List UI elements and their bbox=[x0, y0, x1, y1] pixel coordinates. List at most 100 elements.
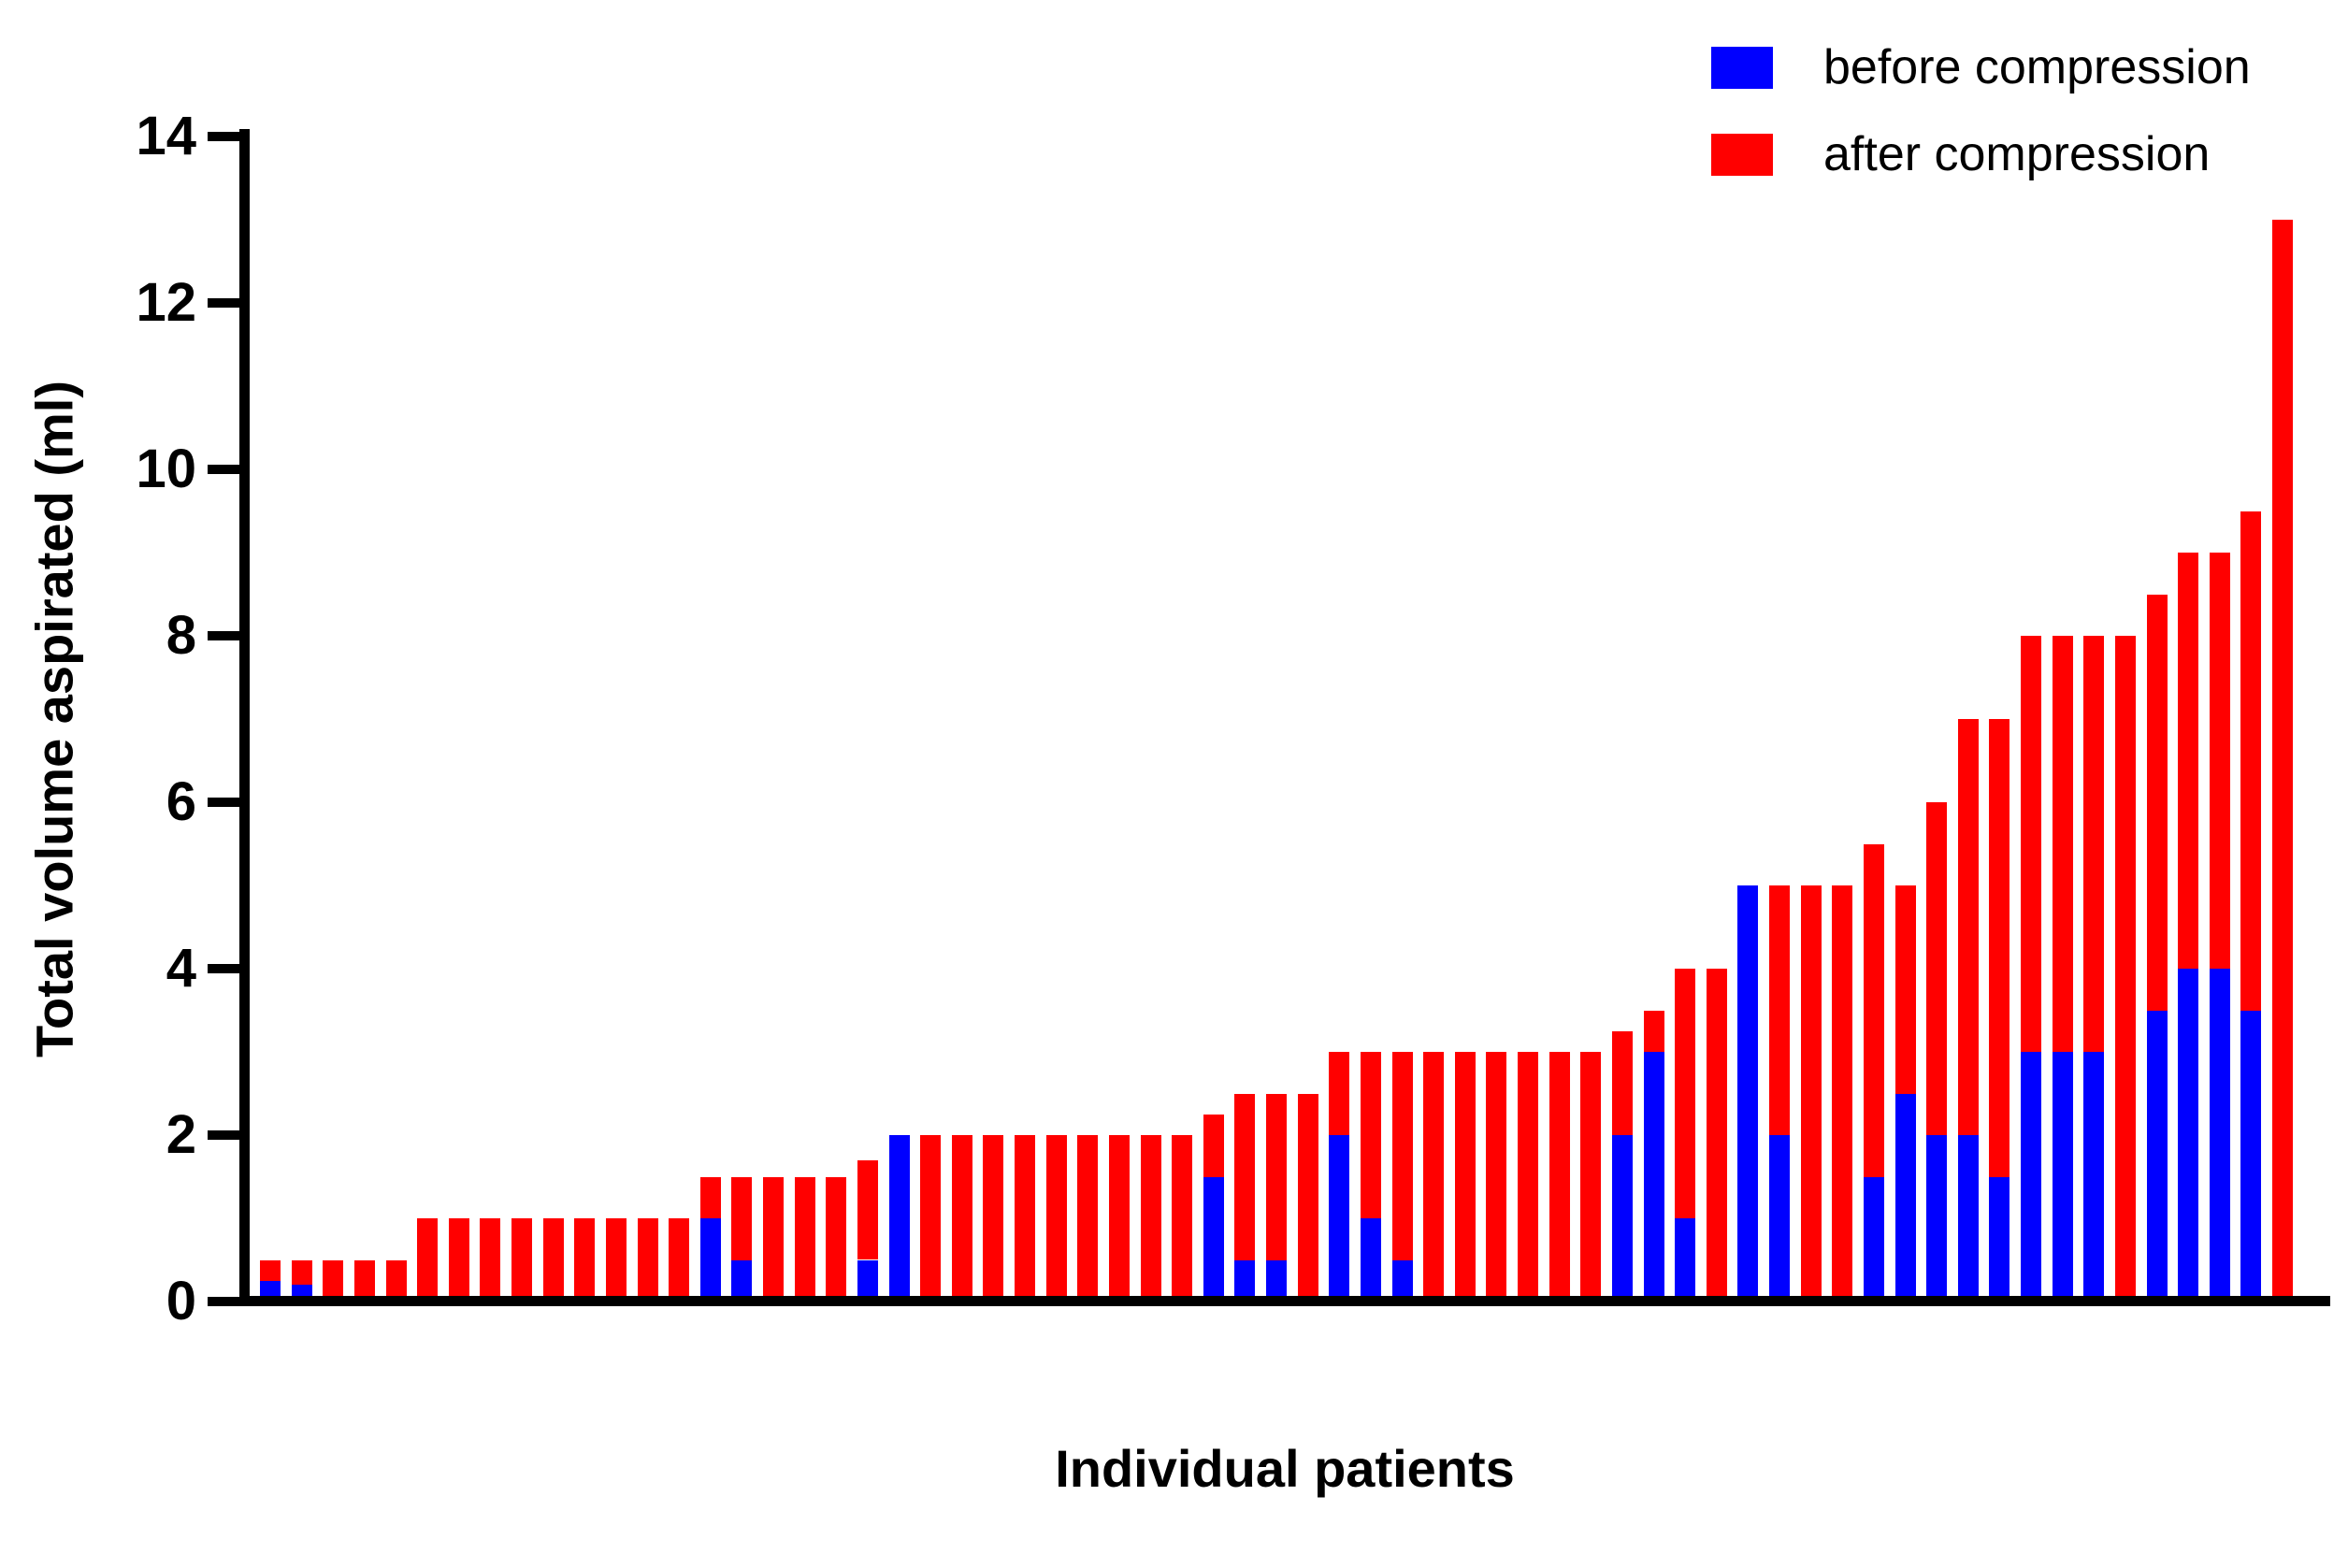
after-compression-segment bbox=[1957, 719, 1979, 1135]
y-tick-label: 8 bbox=[166, 605, 196, 666]
before-compression-segment bbox=[888, 1135, 910, 1302]
after-compression-segment bbox=[385, 1259, 407, 1302]
after-compression-segment bbox=[574, 1218, 596, 1302]
y-axis-line bbox=[239, 129, 250, 1306]
after-compression-segment bbox=[353, 1259, 375, 1302]
after-compression-segment bbox=[920, 1135, 942, 1302]
after-compression-segment bbox=[2240, 511, 2262, 1011]
after-compression-segment bbox=[1518, 1052, 1538, 1302]
after-compression-segment bbox=[1045, 1135, 1067, 1302]
after-compression-segment bbox=[1172, 1135, 1193, 1302]
after-compression-segment bbox=[1234, 1093, 1256, 1260]
after-compression-segment bbox=[669, 1218, 690, 1302]
after-compression-segment bbox=[542, 1218, 564, 1302]
before-compression-segment bbox=[2209, 969, 2230, 1302]
after-compression-segment bbox=[2114, 636, 2136, 1302]
after-compression-segment bbox=[826, 1176, 847, 1302]
after-compression-segment bbox=[417, 1218, 439, 1302]
before-compression-segment bbox=[1894, 1093, 1916, 1302]
after-compression-segment bbox=[2209, 553, 2230, 969]
legend-label-after: after compression bbox=[1823, 127, 2211, 181]
y-tick-label: 12 bbox=[136, 272, 196, 333]
y-tick bbox=[208, 1297, 239, 1306]
after-compression-segment bbox=[1423, 1052, 1445, 1302]
before-compression-segment bbox=[699, 1218, 721, 1302]
after-compression-segment bbox=[448, 1218, 469, 1302]
after-compression-segment bbox=[1015, 1135, 1035, 1302]
after-compression-segment bbox=[1643, 1010, 1664, 1052]
before-compression-segment bbox=[1203, 1176, 1224, 1302]
y-tick bbox=[208, 631, 239, 640]
before-compression-segment bbox=[1266, 1259, 1287, 1302]
before-compression-segment bbox=[1769, 1135, 1790, 1302]
after-compression-segment bbox=[260, 1259, 281, 1281]
before-compression-segment bbox=[1360, 1218, 1381, 1302]
x-axis-title: Individual patients bbox=[1055, 1439, 1515, 1498]
after-compression-segment bbox=[605, 1218, 627, 1302]
before-compression-segment bbox=[1391, 1259, 1413, 1302]
before-compression-segment bbox=[2178, 969, 2199, 1302]
before-compression-segment bbox=[857, 1259, 878, 1302]
y-tick-label: 6 bbox=[166, 771, 196, 832]
before-compression-segment bbox=[2021, 1052, 2041, 1302]
after-compression-segment bbox=[1580, 1052, 1602, 1302]
y-tick-label: 10 bbox=[136, 439, 196, 499]
after-compression-segment bbox=[1266, 1093, 1287, 1260]
before-compression-segment bbox=[1737, 885, 1759, 1302]
after-compression-segment bbox=[699, 1176, 721, 1218]
after-compression-segment bbox=[1549, 1052, 1570, 1302]
after-compression-segment bbox=[794, 1176, 815, 1302]
before-compression-segment bbox=[1926, 1135, 1948, 1302]
after-compression-segment bbox=[951, 1135, 972, 1302]
after-compression-segment bbox=[1108, 1135, 1130, 1302]
after-compression-segment bbox=[983, 1135, 1004, 1302]
before-compression-segment bbox=[2083, 1052, 2105, 1302]
after-compression-swatch-icon bbox=[1711, 134, 1773, 176]
after-compression-segment bbox=[1077, 1135, 1099, 1302]
after-compression-segment bbox=[1454, 1052, 1476, 1302]
after-compression-segment bbox=[731, 1176, 753, 1260]
before-compression-segment bbox=[2146, 1010, 2168, 1302]
after-compression-segment bbox=[1706, 969, 1727, 1302]
y-tick bbox=[208, 465, 239, 474]
y-tick-label: 14 bbox=[136, 106, 196, 166]
y-tick bbox=[208, 132, 239, 141]
before-compression-segment bbox=[1329, 1135, 1350, 1302]
after-compression-segment bbox=[1832, 885, 1853, 1302]
legend-label-before: before compression bbox=[1823, 40, 2251, 94]
before-compression-swatch-icon bbox=[1711, 47, 1773, 89]
before-compression-segment bbox=[1611, 1135, 1633, 1302]
after-compression-segment bbox=[1297, 1093, 1318, 1302]
after-compression-segment bbox=[2052, 636, 2073, 1052]
after-compression-segment bbox=[323, 1259, 344, 1302]
before-compression-segment bbox=[1234, 1259, 1256, 1302]
after-compression-segment bbox=[1926, 802, 1948, 1135]
after-compression-segment bbox=[1769, 885, 1790, 1135]
after-compression-segment bbox=[1863, 843, 1884, 1177]
y-tick-label: 0 bbox=[166, 1271, 196, 1331]
after-compression-segment bbox=[763, 1176, 784, 1302]
after-compression-segment bbox=[2083, 636, 2105, 1052]
after-compression-segment bbox=[1203, 1114, 1224, 1177]
y-tick bbox=[208, 1130, 239, 1140]
before-compression-segment bbox=[2240, 1010, 2262, 1302]
after-compression-segment bbox=[1800, 885, 1822, 1302]
after-compression-segment bbox=[2021, 636, 2041, 1052]
after-compression-segment bbox=[2146, 594, 2168, 1011]
after-compression-segment bbox=[1894, 885, 1916, 1094]
before-compression-segment bbox=[1863, 1176, 1884, 1302]
before-compression-segment bbox=[1675, 1218, 1696, 1302]
y-tick bbox=[208, 798, 239, 807]
after-compression-segment bbox=[1675, 969, 1696, 1218]
after-compression-segment bbox=[857, 1159, 878, 1260]
after-compression-segment bbox=[1329, 1052, 1350, 1135]
before-compression-segment bbox=[1989, 1176, 2010, 1302]
after-compression-segment bbox=[480, 1218, 501, 1302]
before-compression-segment bbox=[731, 1259, 753, 1302]
after-compression-segment bbox=[1486, 1052, 1507, 1302]
after-compression-segment bbox=[2272, 220, 2293, 1302]
before-compression-segment bbox=[1957, 1135, 1979, 1302]
after-compression-segment bbox=[1360, 1052, 1381, 1218]
before-compression-segment bbox=[2052, 1052, 2073, 1302]
